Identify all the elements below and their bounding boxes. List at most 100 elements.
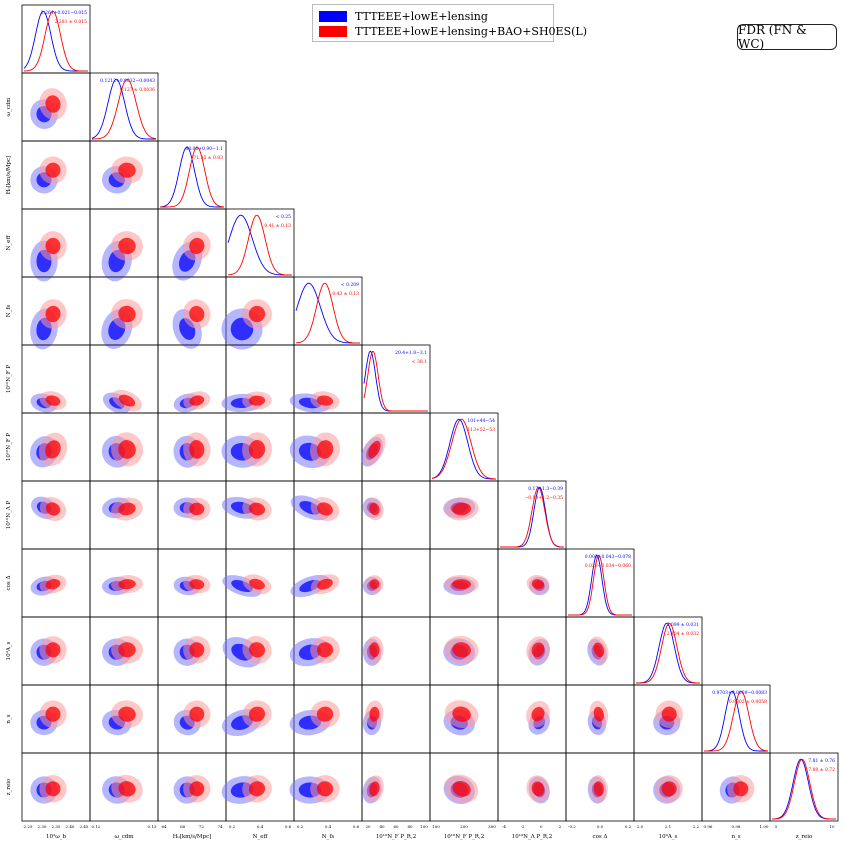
marginal-stat: 2.099 ± 0.031 (667, 622, 700, 628)
contour-68 (316, 395, 334, 406)
x-tick-label: 68 (180, 824, 186, 829)
marginal-stat: < 38.1 (412, 359, 427, 365)
x-tick-label: 74 (217, 824, 223, 829)
x-tick-label: 0.2 (297, 824, 304, 829)
y-axis-label: cos Δ (6, 576, 12, 591)
x-tick-label: 2.30 (38, 824, 47, 829)
contour-68 (118, 237, 136, 255)
contour-68 (118, 162, 136, 178)
x-tick-label: 64 (161, 824, 167, 829)
contour-68 (369, 502, 380, 516)
contour-68 (189, 642, 205, 658)
x-tick-label: 0.98 (732, 824, 741, 829)
marginal-curve (636, 622, 700, 684)
contour-68 (531, 579, 545, 590)
x-tick-label: 0.96 (704, 824, 713, 829)
contour-68 (118, 502, 136, 516)
x-axis-label: 10²ω_b (46, 833, 66, 840)
contour-68 (661, 706, 677, 722)
contour-68 (316, 642, 334, 658)
contour-68 (317, 578, 333, 590)
contour-68 (189, 502, 205, 516)
marginal-curve (431, 418, 496, 480)
x-axis-label: 10¹⁰N_F P_R,2 (444, 833, 484, 840)
y-axis-label: N_fs (6, 305, 12, 318)
marginal-curve (227, 214, 292, 276)
model-tag: FDR (FN & WC) (737, 23, 837, 51)
contour-68 (45, 579, 61, 590)
contour-68 (248, 781, 266, 797)
contour-68 (317, 502, 333, 516)
x-tick-label: 2.40 (66, 824, 75, 829)
contour-68 (733, 781, 749, 797)
contour-68 (248, 502, 266, 516)
marginal-curve (24, 10, 88, 72)
contour-68 (531, 642, 545, 658)
contour-68 (45, 781, 61, 797)
contour-68 (316, 706, 334, 722)
marginal-curve (91, 78, 156, 140)
contour-68 (248, 440, 266, 459)
contour-68 (249, 578, 265, 590)
x-tick-label: -2 (521, 824, 525, 829)
contour-68 (369, 642, 380, 658)
y-axis-label: 10¹⁰N_F P (5, 433, 12, 462)
contour-68 (45, 642, 61, 658)
contour-68 (45, 305, 61, 323)
marginal-curve (704, 690, 769, 752)
marginal-curve (227, 214, 292, 276)
marginal-stat: 101+44−54 (467, 418, 495, 424)
x-tick-label: -0.2 (568, 824, 576, 829)
x-tick-label: 0.0 (597, 824, 604, 829)
x-axis-label: 10¹⁰N_F P_R,2 (376, 833, 416, 840)
x-axis-label: N_fs (322, 834, 335, 840)
marginal-stat: 0.028+0.034−0.060 (585, 563, 631, 569)
marginal-stat: 0.003+0.043−0.078 (585, 554, 631, 560)
contour-68 (661, 781, 677, 797)
contour-68 (45, 395, 61, 406)
contour-68 (452, 579, 472, 590)
x-axis-label: H₀[km/s/Mpc] (173, 834, 212, 840)
x-axis-label: ω_cdm (114, 834, 134, 840)
x-tick-label: 0.6 (285, 824, 292, 829)
contour-68 (368, 440, 381, 459)
marginal-stat: 0.9802 ± 0.0058 (729, 699, 767, 705)
x-tick-label: 5 (775, 824, 778, 829)
contour-68 (248, 642, 266, 658)
contour-68 (369, 579, 380, 590)
contour-68 (45, 237, 61, 255)
contour-68 (248, 395, 266, 406)
contour-68 (189, 395, 205, 406)
marginal-stat: 7.81 ± 0.76 (808, 758, 835, 764)
contour-68 (452, 502, 471, 516)
contour-68 (593, 781, 604, 797)
marginal-curve (295, 282, 360, 344)
legend-swatch-blue (319, 10, 347, 22)
x-tick-label: 1.00 (760, 824, 769, 829)
contour-68 (316, 440, 334, 459)
x-tick-label: 72 (199, 824, 205, 829)
x-tick-label: 0.2 (625, 824, 632, 829)
x-tick-label: 40 (379, 824, 385, 829)
x-tick-label: 0.4 (325, 824, 332, 829)
marginal-stat: < 0.25 (276, 214, 291, 220)
marginal-curve (500, 486, 564, 548)
x-axis-label: N_eff (253, 834, 269, 840)
contour-68 (189, 706, 205, 722)
marginal-curve (295, 282, 360, 344)
x-axis-label: 10¹⁰N_Λ P_R,2 (512, 833, 553, 840)
x-tick-label: 2.0 (637, 824, 644, 829)
contour-68 (531, 706, 545, 722)
x-tick-label: 20 (365, 824, 371, 829)
x-tick-label: 2.35 (52, 824, 61, 829)
x-tick-label: 2 (559, 824, 562, 829)
x-tick-label: 100 (420, 824, 428, 829)
marginal-curve (92, 78, 157, 140)
x-axis-label: n_s (731, 834, 740, 840)
marginal-curve (772, 758, 836, 820)
marginal-stat: 71.35 ± 0.83 (193, 155, 223, 161)
x-tick-label: 10 (829, 824, 835, 829)
y-axis-label: 10⁹A_s (5, 641, 12, 660)
y-axis-label: n_s (6, 714, 12, 723)
x-tick-label: 0.4 (257, 824, 264, 829)
